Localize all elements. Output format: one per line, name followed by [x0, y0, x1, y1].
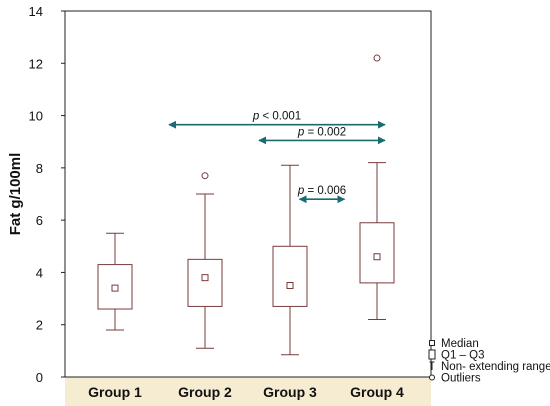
outlier-point — [373, 54, 381, 62]
comparison-1: p < 0.001 — [168, 111, 386, 129]
comparison-label: p = 0.006 — [297, 185, 346, 197]
box-series — [97, 54, 395, 356]
y-axis-label: Fat g/100ml — [7, 153, 24, 236]
legend-item-circle: Outliers — [429, 373, 481, 385]
median-marker — [373, 253, 381, 261]
legend-label: Q1 – Q3 — [441, 350, 484, 362]
comparison-label: p = 0.002 — [297, 126, 346, 138]
comparison-2: p = 0.002 — [258, 126, 386, 145]
box-3 — [272, 164, 308, 356]
y-tick-label: 10 — [29, 109, 43, 124]
median-marker — [201, 274, 209, 282]
box-2 — [187, 172, 223, 349]
y-axis-ticks: 0 2 4 6 8 10 12 14 — [29, 4, 65, 385]
y-tick-label: 8 — [36, 161, 43, 176]
y-tick-label: 2 — [36, 318, 43, 333]
x-axis-ticks: Group 1 Group 2 Group 3 Group 4 — [88, 384, 404, 400]
box-4 — [359, 54, 395, 320]
iqr-box — [359, 222, 395, 284]
p-symbol: p — [297, 185, 305, 197]
legend-label: Non- extending range — [441, 361, 550, 373]
p-symbol: p — [252, 111, 260, 123]
iqr-box — [187, 258, 223, 307]
outlier-point — [201, 172, 209, 180]
comparison-3: p = 0.006 — [297, 185, 346, 204]
p-value: < 0.001 — [259, 111, 301, 123]
p-symbol: p — [297, 126, 305, 138]
y-axis-band — [0, 0, 65, 406]
legend-label: Median — [441, 338, 479, 350]
y-tick-label: 6 — [36, 213, 43, 228]
x-axis-band — [65, 377, 431, 406]
x-tick-label: Group 4 — [350, 384, 404, 400]
y-tick-label: 4 — [36, 265, 43, 280]
legend-item-box: Q1 – Q3 — [428, 349, 484, 362]
median-marker — [286, 282, 294, 289]
legend-item-whisker: Non- extending range — [429, 361, 550, 373]
p-value: = 0.006 — [304, 185, 346, 197]
y-tick-label: 14 — [29, 4, 43, 19]
box-1 — [97, 232, 133, 331]
legend-median-symbol — [429, 340, 435, 346]
iqr-box — [272, 245, 308, 307]
x-tick-label: Group 2 — [178, 384, 232, 400]
p-value: = 0.002 — [304, 126, 346, 138]
comparison-label: p < 0.001 — [252, 111, 301, 123]
legend-label: Outliers — [441, 373, 481, 385]
x-tick-label: Group 1 — [88, 384, 142, 400]
plot-area-border — [64, 10, 432, 378]
legend-item-small-square: Median — [429, 338, 479, 350]
x-tick-label: Group 3 — [263, 384, 317, 400]
median-marker — [111, 284, 119, 292]
legend-outlier-symbol — [429, 374, 435, 381]
y-tick-label: 12 — [29, 56, 43, 71]
y-tick-label: 0 — [36, 370, 43, 385]
legend-box-symbol — [428, 349, 436, 360]
